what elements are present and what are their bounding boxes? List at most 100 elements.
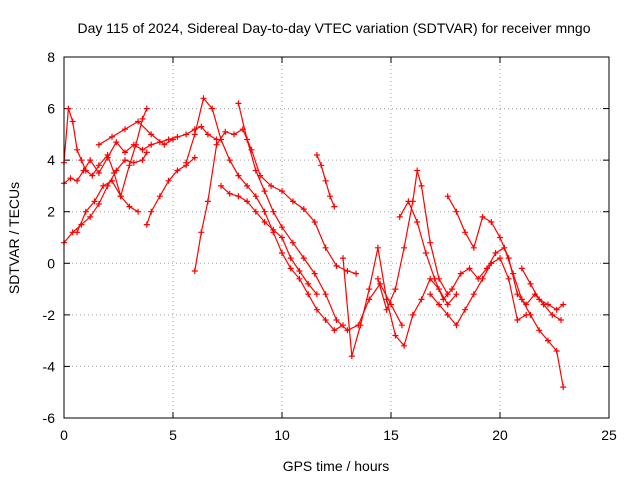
data-point <box>405 198 412 205</box>
series-satellite-trace-10 <box>235 100 405 334</box>
data-point <box>183 131 190 138</box>
data-point <box>340 322 346 329</box>
data-point <box>549 311 556 318</box>
data-point <box>65 105 72 112</box>
data-point <box>311 219 318 225</box>
data-point <box>305 291 312 298</box>
y-tick-label: 8 <box>47 49 55 65</box>
data-point <box>200 95 207 102</box>
data-point <box>357 322 364 329</box>
data-point <box>527 280 534 287</box>
data-point <box>444 193 451 200</box>
data-point <box>244 198 251 205</box>
data-point <box>488 260 495 267</box>
data-point <box>327 193 333 200</box>
data-point <box>322 177 329 184</box>
data-point <box>130 159 137 166</box>
data-point <box>226 190 233 197</box>
series-line <box>63 152 148 244</box>
data-point <box>126 203 133 210</box>
x-tick-label: 20 <box>492 427 508 443</box>
data-point <box>523 311 530 318</box>
data-point <box>222 128 229 135</box>
data-point <box>78 157 85 164</box>
data-point <box>462 229 469 236</box>
data-point <box>261 208 268 215</box>
data-point <box>536 327 543 334</box>
series-line <box>447 195 562 321</box>
series-line <box>76 179 139 233</box>
y-tick-label: -4 <box>43 358 56 374</box>
data-point <box>289 239 296 246</box>
data-series <box>61 95 567 391</box>
series-satellite-trace-5 <box>95 118 176 148</box>
series-line <box>194 128 357 275</box>
data-point <box>505 255 512 262</box>
data-point <box>374 244 381 251</box>
data-point <box>440 296 447 303</box>
data-point <box>109 133 115 140</box>
data-point <box>204 131 211 138</box>
data-point <box>139 115 146 122</box>
series-satellite-trace-7 <box>191 126 360 277</box>
y-tick-label: 2 <box>47 204 55 220</box>
data-point <box>497 234 503 241</box>
data-point <box>383 296 390 303</box>
data-point <box>322 317 329 323</box>
data-point <box>122 149 128 156</box>
series-satellite-trace-8 <box>183 95 346 334</box>
data-point <box>148 141 155 148</box>
series-satellite-trace-11 <box>313 152 338 210</box>
data-point <box>558 317 564 323</box>
data-point <box>492 250 499 256</box>
x-tick-label: 25 <box>601 427 617 443</box>
data-point <box>383 306 390 313</box>
y-tick-label: 4 <box>47 152 55 168</box>
data-point <box>311 270 318 277</box>
data-point <box>560 384 567 391</box>
data-point <box>235 100 242 107</box>
x-tick-label: 0 <box>60 427 68 443</box>
data-point <box>444 301 451 308</box>
data-point <box>300 206 307 213</box>
data-point <box>122 157 128 164</box>
data-point <box>392 286 399 293</box>
data-point <box>514 291 521 298</box>
data-point <box>270 226 277 233</box>
data-point <box>261 188 268 195</box>
data-point <box>156 193 163 200</box>
data-point <box>518 265 525 272</box>
plot-frame <box>63 56 610 419</box>
data-point <box>279 250 285 256</box>
data-point <box>414 167 421 174</box>
data-point <box>453 208 460 215</box>
data-point <box>398 322 405 329</box>
series-satellite-trace-16 <box>427 255 530 329</box>
x-tick-label: 10 <box>274 427 290 443</box>
data-point <box>191 131 198 138</box>
data-point <box>553 348 560 354</box>
series-satellite-trace-9 <box>218 182 320 298</box>
y-axis-label: SDTVAR / TECUs <box>6 182 22 294</box>
data-point <box>130 141 137 148</box>
data-point <box>191 154 198 161</box>
data-point <box>300 255 307 262</box>
data-point <box>287 255 294 262</box>
data-point <box>261 219 268 225</box>
series-satellite-trace-13 <box>374 167 451 313</box>
data-point <box>139 146 146 153</box>
series-line <box>521 268 564 311</box>
series-satellite-trace-15 <box>444 193 564 323</box>
data-point <box>313 152 320 158</box>
data-point <box>462 306 469 313</box>
data-point <box>436 301 442 308</box>
data-point <box>268 182 275 189</box>
series-line <box>429 257 527 327</box>
data-point <box>348 353 355 360</box>
data-point <box>479 213 486 220</box>
data-point <box>545 337 551 344</box>
series-satellite-trace-3 <box>61 149 150 246</box>
x-tick-label: 15 <box>383 427 399 443</box>
